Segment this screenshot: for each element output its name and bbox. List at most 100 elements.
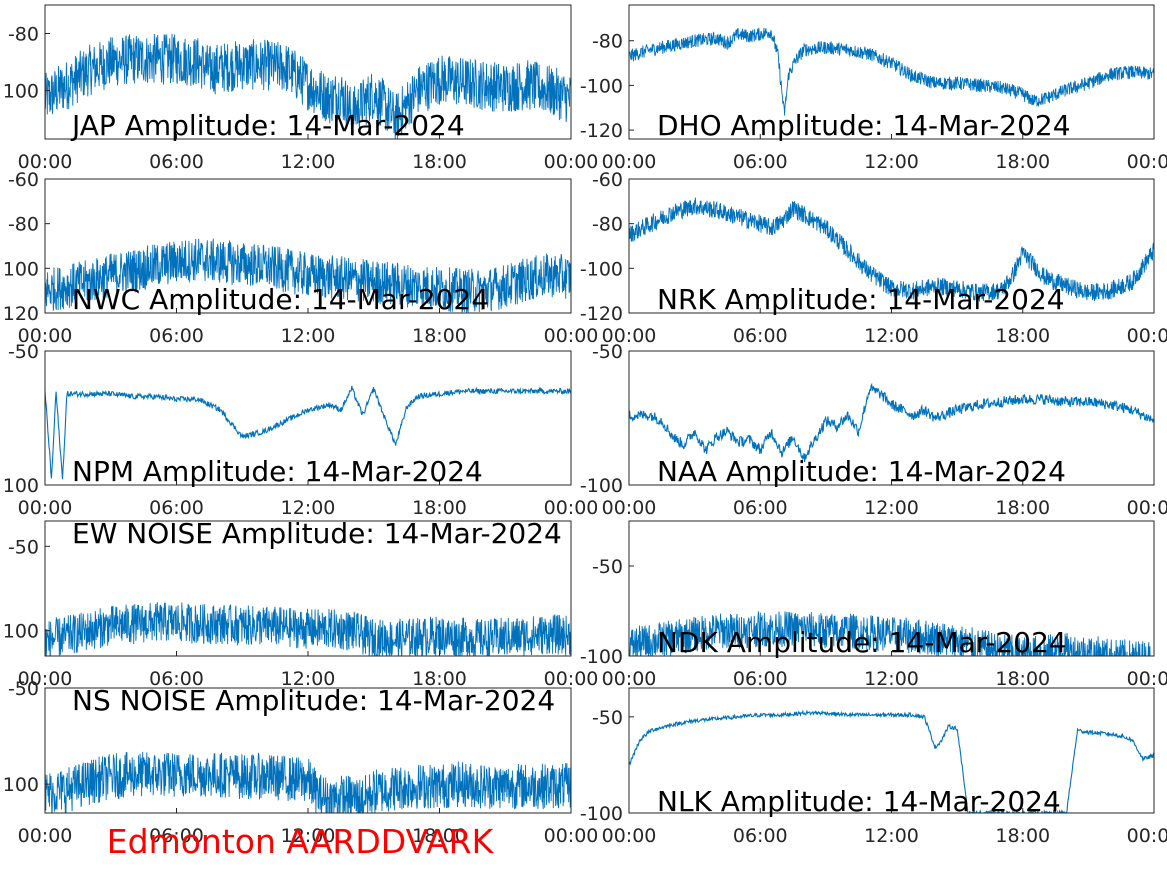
y-tick-label: 100 (3, 258, 39, 280)
x-tick-label: 00:00 (18, 325, 73, 347)
y-tick-label: 100 (3, 621, 39, 643)
y-tick-label: 120 (3, 303, 39, 325)
chart-panel: -50 100 00:00 06:00 12:00 18:00 00:00 NS NOISE … (3, 678, 599, 847)
y-tick-label: -80 (8, 24, 39, 46)
x-tick-label: 18:00 (412, 668, 467, 690)
x-tick-label: 06:00 (149, 497, 204, 519)
panel-title: NS NOISE Amplitude: 14-Mar-2024 (72, 684, 555, 717)
y-tick-label: -80 (592, 214, 623, 236)
x-tick-label: 06:00 (733, 668, 788, 690)
y-tick-label: -60 (8, 169, 39, 191)
x-tick-label: 00:00 (1127, 151, 1167, 173)
series-line (45, 33, 571, 139)
x-tick-label: 06:00 (733, 151, 788, 173)
panel-title: DHO Amplitude: 14-Mar-2024 (657, 109, 1071, 142)
panel-title: NWC Amplitude: 14-Mar-2024 (72, 283, 489, 316)
y-tick-label: -100 (580, 475, 623, 497)
x-tick-label: 06:00 (733, 325, 788, 347)
x-tick-label: 00:00 (18, 825, 73, 847)
x-tick-label: 18:00 (995, 151, 1050, 173)
y-tick-label: -100 (580, 803, 623, 825)
series-line (45, 751, 571, 813)
x-tick-label: 06:00 (149, 668, 204, 690)
x-tick-label: 00:00 (544, 825, 599, 847)
y-tick-label: -50 (8, 536, 39, 558)
panel-title: EW NOISE Amplitude: 14-Mar-2024 (72, 517, 562, 550)
y-tick-label: 100 (3, 774, 39, 796)
chart-panel: -60-80-100-12000:0006:0012:0018:0000:00N… (580, 169, 1167, 347)
x-tick-label: 00:00 (602, 825, 657, 847)
x-tick-label: 00:00 (602, 497, 657, 519)
x-tick-label: 00:00 (1127, 668, 1167, 690)
x-tick-label: 18:00 (995, 497, 1050, 519)
x-tick-label: 12:00 (864, 497, 919, 519)
y-tick-label: -80 (8, 214, 39, 236)
x-tick-label: 06:00 (733, 497, 788, 519)
panel-title: NDK Amplitude: 14-Mar-2024 (657, 626, 1067, 659)
y-tick-label: -60 (592, 169, 623, 191)
series-line (629, 611, 1151, 656)
series-line (45, 238, 571, 313)
x-tick-label: 00:00 (18, 497, 73, 519)
y-tick-label: -50 (592, 556, 623, 578)
panel-title: NAA Amplitude: 14-Mar-2024 (657, 455, 1066, 488)
series-line (45, 602, 571, 656)
x-tick-label: 12:00 (281, 151, 336, 173)
x-tick-label: 00:00 (544, 668, 599, 690)
y-tick-label: -100 (580, 75, 623, 97)
x-tick-label: 00:00 (602, 325, 657, 347)
y-tick-label: -50 (8, 341, 39, 363)
x-tick-label: 18:00 (995, 325, 1050, 347)
y-tick-label: 100 (3, 475, 39, 497)
x-tick-label: 00:00 (602, 668, 657, 690)
x-tick-label: 18:00 (412, 825, 467, 847)
x-tick-label: 18:00 (995, 825, 1050, 847)
x-tick-label: 12:00 (281, 497, 336, 519)
series-line (629, 197, 1154, 302)
x-tick-label: 00:00 (602, 151, 657, 173)
x-tick-label: 18:00 (412, 325, 467, 347)
x-tick-label: 12:00 (864, 825, 919, 847)
x-tick-label: 12:00 (281, 325, 336, 347)
footer-label: Edmonton AARDDVARK (107, 822, 495, 861)
series-line (629, 27, 1154, 116)
y-tick-label: -100 (580, 646, 623, 668)
x-tick-label: 12:00 (281, 825, 336, 847)
panel-title: NLK Amplitude: 14-Mar-2024 (657, 785, 1061, 818)
x-tick-label: 12:00 (864, 151, 919, 173)
x-tick-label: 00:00 (544, 325, 599, 347)
y-tick-label: -50 (592, 341, 623, 363)
y-tick-label: -100 (580, 258, 623, 280)
series-line (45, 385, 571, 480)
x-tick-label: 18:00 (412, 151, 467, 173)
series-line (629, 709, 1154, 813)
x-tick-label: 06:00 (149, 151, 204, 173)
x-tick-label: 06:00 (733, 825, 788, 847)
series-line (629, 382, 1154, 463)
x-tick-label: 12:00 (864, 668, 919, 690)
x-tick-label: 18:00 (995, 668, 1050, 690)
panel-title: NRK Amplitude: 14-Mar-2024 (657, 283, 1065, 316)
x-tick-label: 00:00 (1127, 825, 1167, 847)
x-tick-label: 12:00 (281, 668, 336, 690)
y-tick-label: -120 (580, 120, 623, 142)
x-tick-label: 00:00 (1127, 497, 1167, 519)
panel-title: JAP Amplitude: 14-Mar-2024 (70, 109, 465, 142)
x-tick-label: 00:00 (18, 668, 73, 690)
chart-panel: -50 100 00:00 06:00 12:00 18:00 00:00 EW NOISE … (3, 517, 599, 690)
x-tick-label: 06:00 (149, 825, 204, 847)
x-tick-label: 00:00 (1127, 325, 1167, 347)
chart-panel: -80-100-12000:0006:0012:0018:0000:00DHO … (580, 4, 1167, 173)
x-tick-label: 12:00 (864, 325, 919, 347)
y-tick-label: 100 (3, 81, 39, 103)
panel-title: NPM Amplitude: 14-Mar-2024 (72, 455, 483, 488)
x-tick-label: 00:00 (18, 151, 73, 173)
chart-panel: -80 100 00:00 06:00 12:00 18:00 00:00 JAP Ampli… (3, 4, 598, 173)
